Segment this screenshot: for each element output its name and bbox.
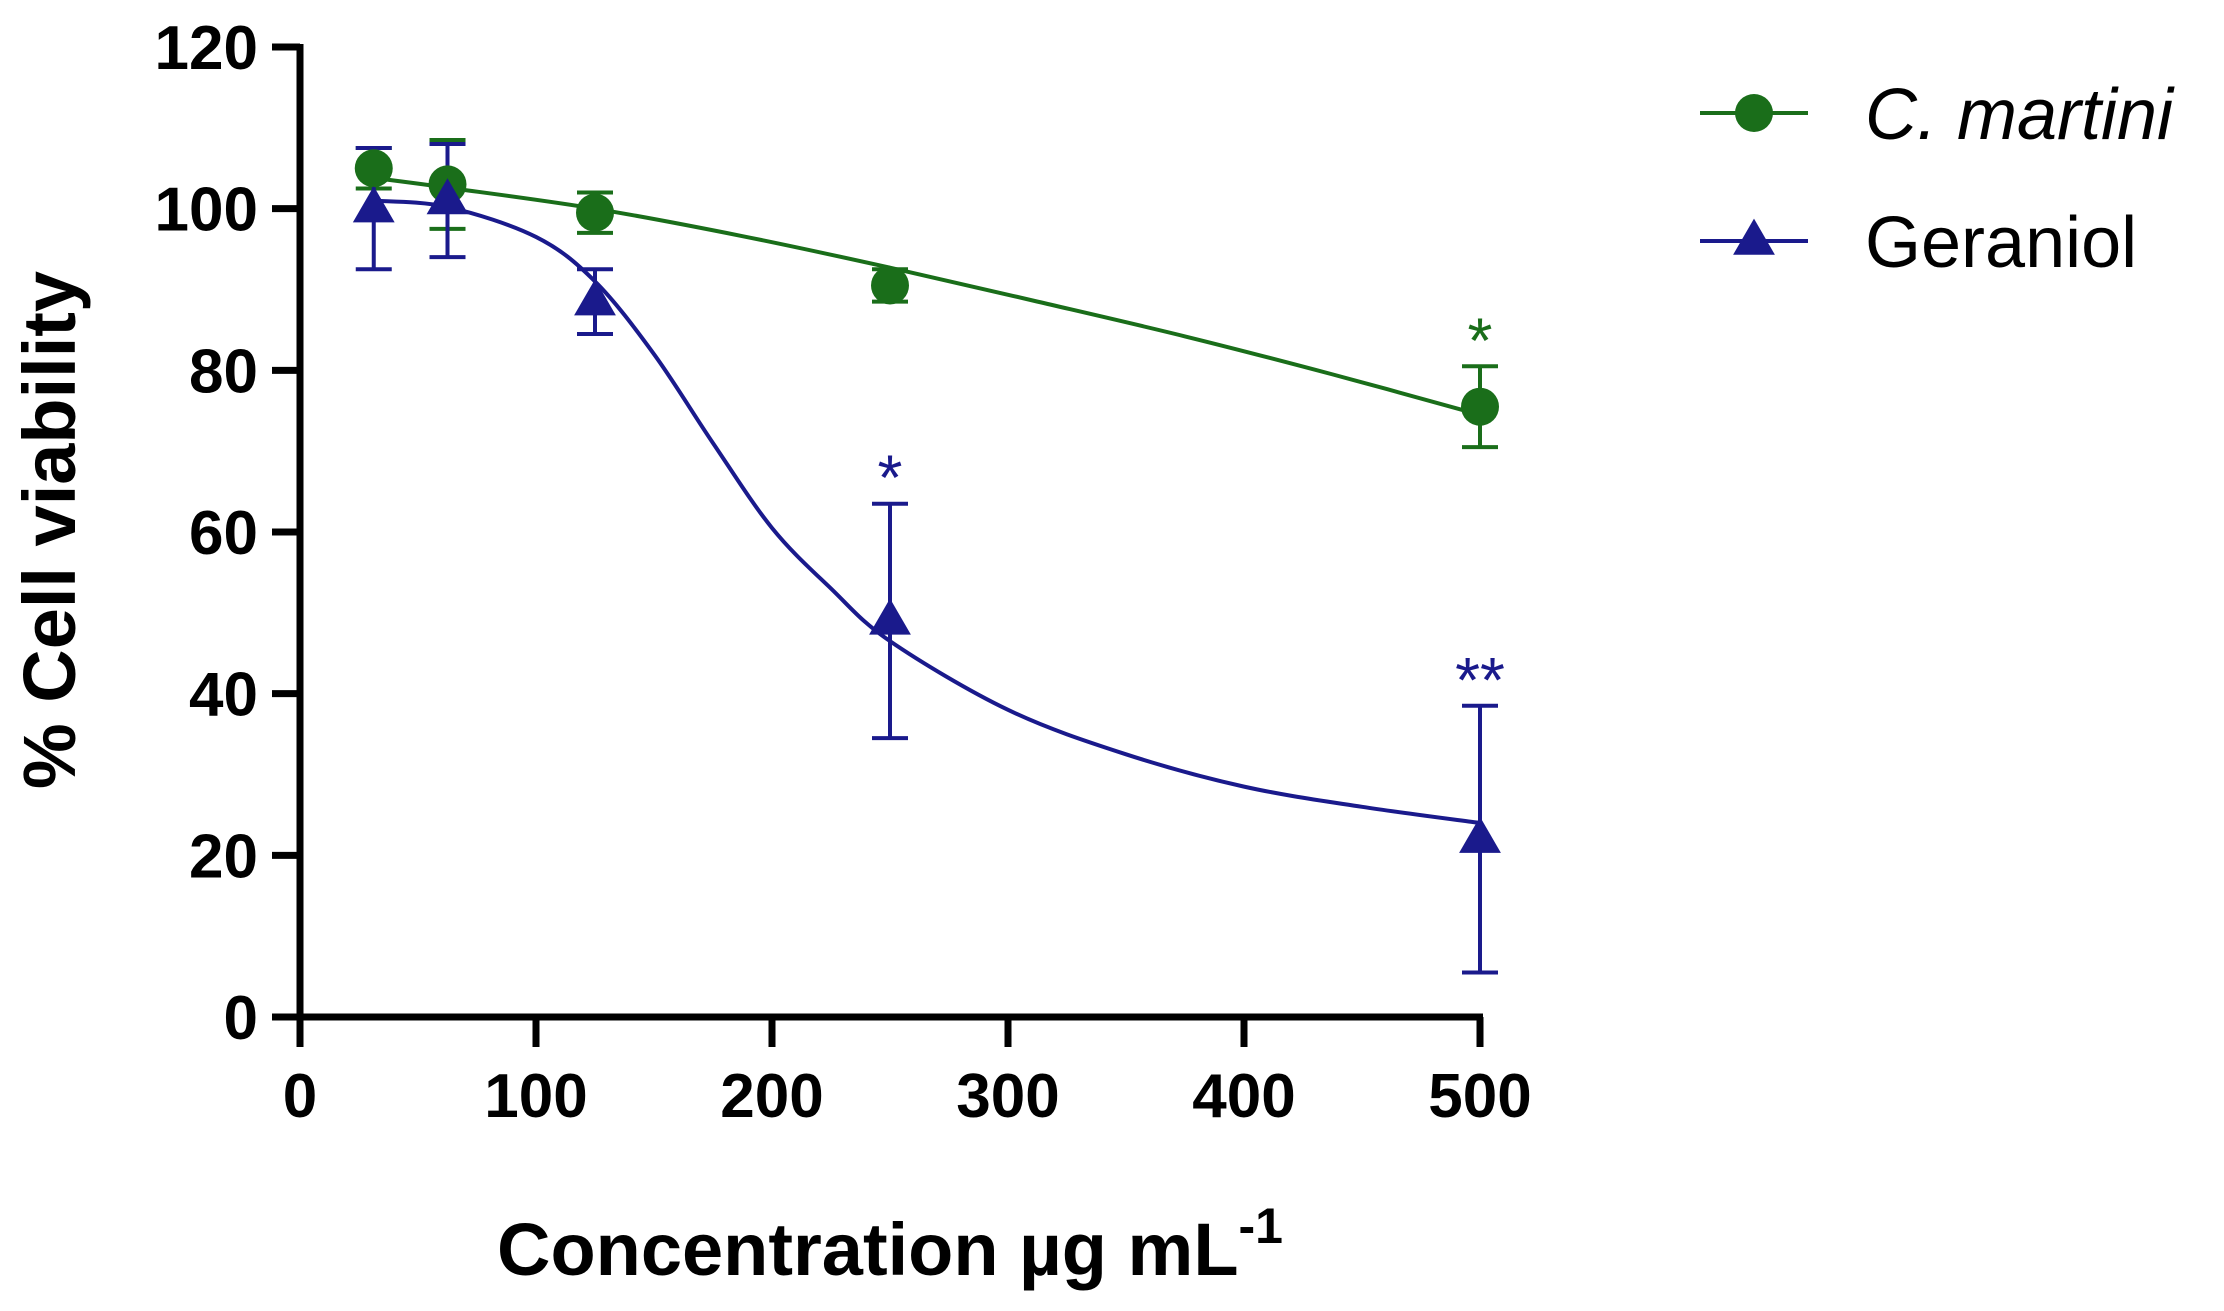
- y-tick-label-6: 120: [155, 14, 258, 83]
- fit-curves: [373, 175, 1481, 825]
- x-tick-label-1: 100: [484, 1062, 587, 1131]
- geraniol-point-1: [426, 178, 469, 215]
- geraniol-legend-marker: [1733, 218, 1775, 255]
- error-bars: [355, 137, 1498, 975]
- x-axis-title: Concentration µg mL-1: [497, 1198, 1283, 1291]
- c-martini-point-0: [354, 149, 393, 188]
- geraniol-point-3: [869, 598, 911, 635]
- geraniol-significance-1: **: [1455, 644, 1505, 716]
- axes: 0 20 40 60 80 100 120 0 100 200 300 400 500: [155, 14, 1532, 1131]
- c-martini-point-4: [1461, 387, 1499, 426]
- y-tick-label-2: 40: [189, 661, 258, 730]
- c-martini-significance-0: *: [1468, 304, 1493, 376]
- y-tick-label-3: 60: [189, 499, 258, 568]
- x-tick-label-3: 300: [956, 1062, 1059, 1131]
- y-axis-title: % Cell viability: [8, 271, 91, 789]
- y-tick-label-0: 0: [224, 984, 258, 1053]
- x-tick-label-4: 400: [1192, 1062, 1295, 1131]
- y-tick-label-4: 80: [189, 337, 258, 406]
- x-tick-label-0: 0: [283, 1062, 317, 1131]
- x-tick-label-2: 200: [720, 1062, 823, 1131]
- geraniol-point-0: [352, 186, 395, 223]
- c-martini-point-3: [871, 266, 909, 305]
- y-tick-label-5: 100: [155, 176, 258, 245]
- data-markers: [352, 149, 1501, 853]
- c-martini-legend-marker: [1735, 94, 1773, 132]
- geraniol-point-2: [574, 279, 616, 316]
- c-martini-point-2: [576, 193, 614, 232]
- c-martini-fit-curve: [373, 175, 1481, 417]
- legend: C. martini Geraniol: [1700, 75, 2175, 283]
- x-axis-title-text: Concentration µg mL: [497, 1208, 1239, 1291]
- geraniol-point-4: [1459, 816, 1501, 853]
- significance-labels: ****: [878, 304, 1505, 716]
- geraniol-significance-0: *: [878, 442, 903, 514]
- c-martini-legend-label: C. martini: [1865, 75, 2175, 155]
- x-axis-title-superscript: -1: [1239, 1198, 1283, 1254]
- y-tick-label-1: 20: [189, 822, 258, 891]
- geraniol-fit-curve: [373, 198, 1481, 825]
- geraniol-legend-label: Geraniol: [1865, 203, 2137, 283]
- x-tick-label-5: 500: [1428, 1062, 1531, 1131]
